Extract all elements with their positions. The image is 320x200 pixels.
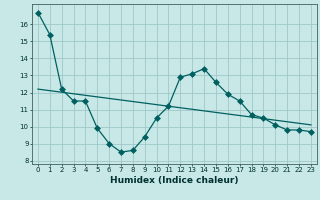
X-axis label: Humidex (Indice chaleur): Humidex (Indice chaleur)	[110, 176, 239, 185]
